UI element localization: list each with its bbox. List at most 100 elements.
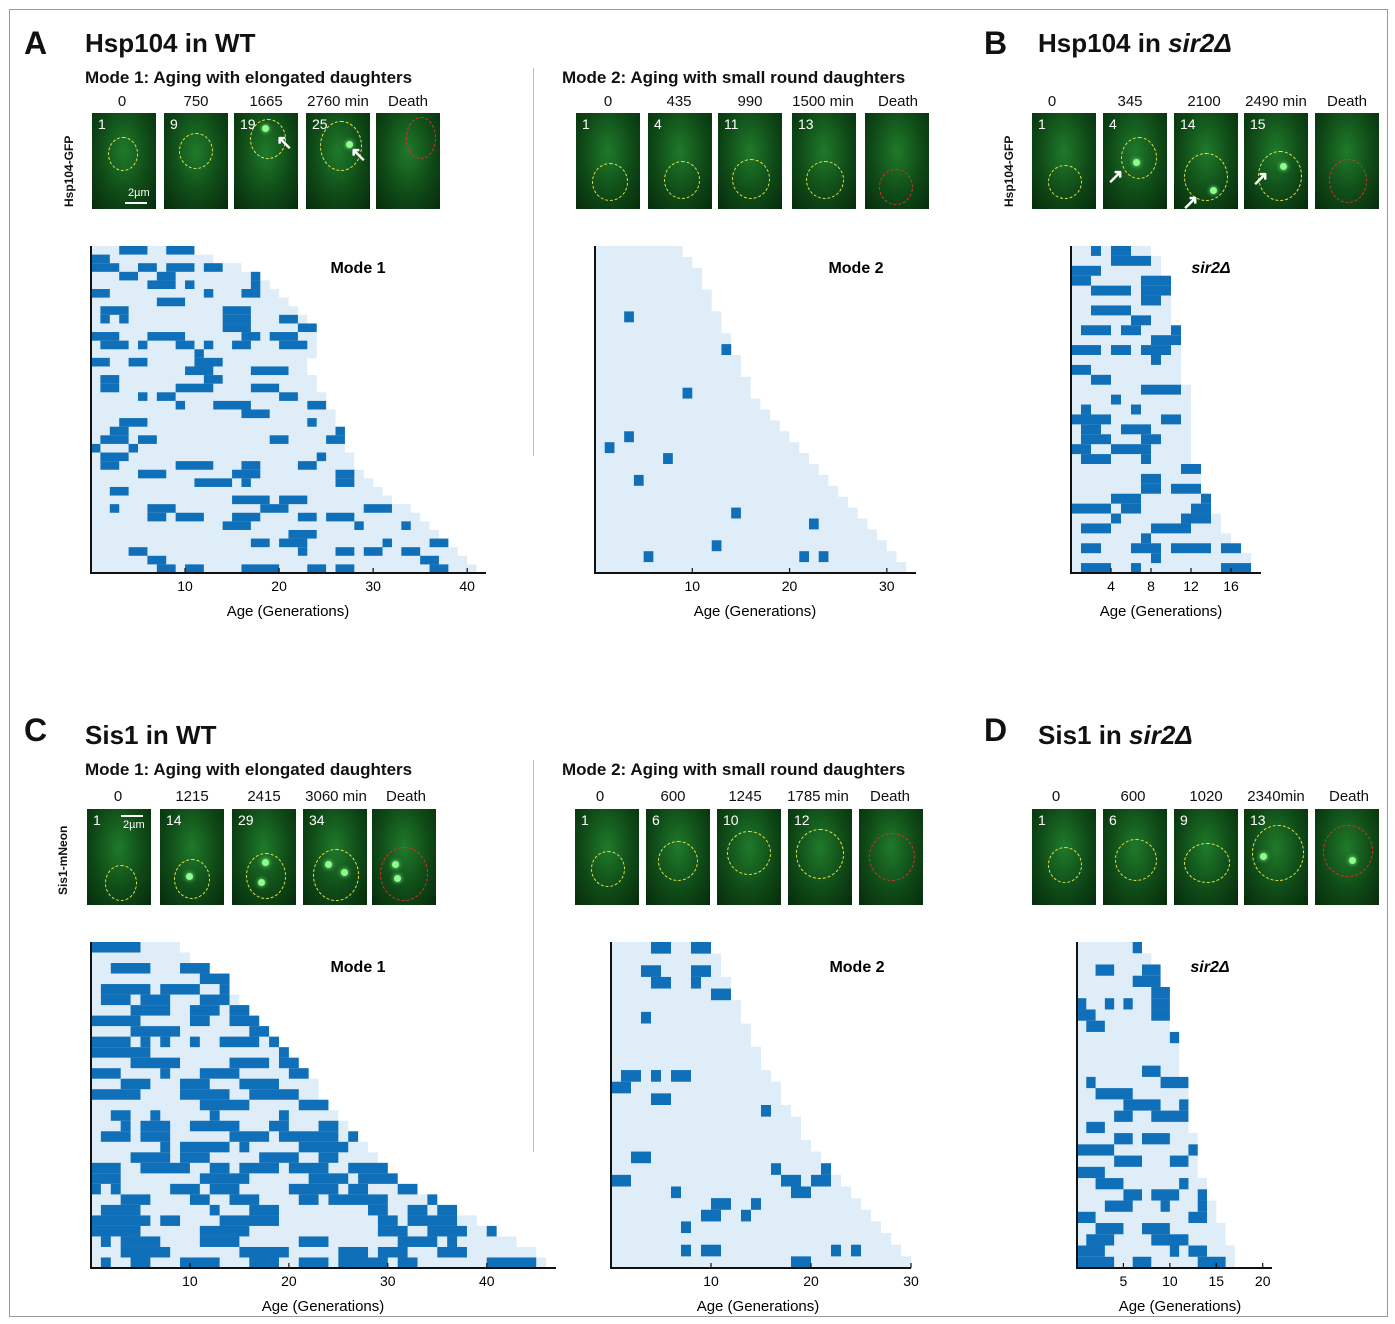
aggregate-segment	[241, 461, 261, 471]
timepoint-label: 2760 min	[307, 93, 369, 110]
aggregate-segment	[109, 486, 129, 496]
micrograph	[865, 113, 929, 209]
lifespan-bar	[611, 1105, 791, 1117]
axis-line	[594, 246, 916, 574]
panel-d-title: Sis1 in sir2Δ	[1038, 720, 1193, 751]
aggregate-segment	[160, 1215, 181, 1227]
aggregate-segment	[701, 1244, 721, 1257]
aggregate-segment	[100, 375, 120, 384]
micrograph: 9	[164, 113, 228, 209]
aggregate-segment	[1077, 1144, 1115, 1156]
aggregate-segment	[447, 1236, 458, 1248]
aggregate-focus	[262, 859, 269, 866]
aggregate-segment	[1111, 394, 1121, 405]
aggregate-segment	[1071, 275, 1091, 286]
aggregate-segment	[1121, 424, 1151, 435]
lifespan-bar	[91, 409, 336, 419]
aggregate-segment	[1121, 503, 1141, 514]
aggregate-segment	[1142, 1065, 1161, 1078]
mode-divider	[533, 68, 534, 456]
aggregate-segment	[209, 1110, 220, 1122]
arrow-icon: ↗	[1107, 166, 1124, 188]
aggregate-segment	[140, 1120, 171, 1132]
aggregate-segment	[100, 461, 120, 471]
lifespan-bar	[595, 398, 761, 410]
aggregate-segment	[1111, 345, 1131, 356]
aggregate-focus	[1260, 853, 1267, 860]
aggregate-segment	[420, 555, 439, 565]
aggregate-segment	[259, 1152, 299, 1164]
aggregate-segment	[691, 942, 711, 954]
aggregate-segment	[701, 1209, 721, 1222]
aggregate-segment	[1081, 325, 1111, 336]
aggregate-focus	[1280, 163, 1287, 170]
aggregate-segment	[328, 1194, 388, 1206]
lifespan-bar	[1077, 1234, 1226, 1246]
aggregate-segment	[209, 1183, 240, 1195]
lifespan-bar	[91, 297, 289, 307]
lifespan-bar	[595, 322, 722, 334]
generation-label: 1	[581, 812, 589, 828]
aggregate-segment	[203, 289, 214, 298]
timepoint-label: Death	[1328, 788, 1370, 805]
lifespan-bar	[91, 547, 458, 557]
lifespan-bar	[611, 965, 721, 978]
aggregate-segment	[203, 340, 214, 350]
aggregate-focus	[341, 869, 348, 876]
aggregate-segment	[175, 461, 214, 471]
lifespan-bar	[1077, 1009, 1170, 1021]
aggregate-segment	[160, 1036, 171, 1048]
aggregate-segment	[1077, 998, 1087, 1010]
aggregate-segment	[298, 1099, 329, 1111]
lifespan-bar	[595, 355, 741, 367]
arrow-icon: ↖	[276, 132, 293, 154]
chart-plot: 10 20 30 40	[90, 942, 556, 1289]
aggregate-segment	[222, 323, 251, 333]
aggregate-segment	[358, 1173, 398, 1185]
aggregate-segment	[239, 1162, 279, 1174]
lifespan-bar	[611, 1035, 751, 1048]
aggregate-segment	[1151, 1110, 1189, 1123]
generation-label: 29	[238, 812, 254, 828]
aggregate-segment	[1123, 998, 1133, 1010]
aggregate-segment	[1221, 563, 1251, 574]
aggregate-segment	[363, 504, 392, 514]
aggregate-segment	[250, 366, 289, 376]
aggregate-segment	[222, 521, 251, 531]
lifespan-bar	[91, 332, 317, 341]
generation-label: 14	[166, 812, 182, 828]
aggregate-segment	[203, 375, 223, 384]
aggregate-segment	[91, 263, 120, 273]
generation-label: 1	[1038, 116, 1046, 132]
lifespan-bar	[595, 551, 897, 563]
lifespan-bar	[595, 387, 751, 399]
lifespan-bar	[91, 418, 336, 428]
aggregate-segment	[219, 984, 230, 995]
x-tick-label: 15	[1208, 1273, 1224, 1289]
lifespan-bar	[1077, 1110, 1189, 1123]
aggregate-segment	[199, 1099, 250, 1111]
axis-line	[1070, 246, 1261, 574]
aggregate-segment	[1171, 543, 1211, 554]
mother-cell-outline	[105, 865, 137, 901]
aggregate-segment	[189, 1015, 210, 1027]
generation-label: 1	[582, 116, 590, 132]
aggregate-segment	[1077, 1166, 1105, 1179]
micrograph: 9	[1174, 809, 1238, 905]
aggregate-segment	[721, 344, 732, 356]
aggregate-segment	[397, 1257, 418, 1269]
aggregate-segment	[397, 1236, 438, 1248]
lifespan-bar	[595, 376, 751, 388]
micrograph: 6	[1103, 809, 1167, 905]
lifespan-bar	[91, 952, 190, 964]
aggregate-segment	[100, 314, 110, 324]
x-tick-label: 12	[1183, 578, 1199, 594]
aggregate-segment	[821, 1163, 831, 1176]
aggregate-segment	[633, 474, 644, 487]
timepoint-label: 435	[666, 93, 692, 110]
lifespan-bar	[595, 256, 693, 269]
lifespan-bar	[595, 529, 878, 541]
timepoint-label: 0	[603, 93, 613, 110]
aggregate-segment	[297, 547, 308, 557]
aggregate-focus	[258, 879, 265, 886]
